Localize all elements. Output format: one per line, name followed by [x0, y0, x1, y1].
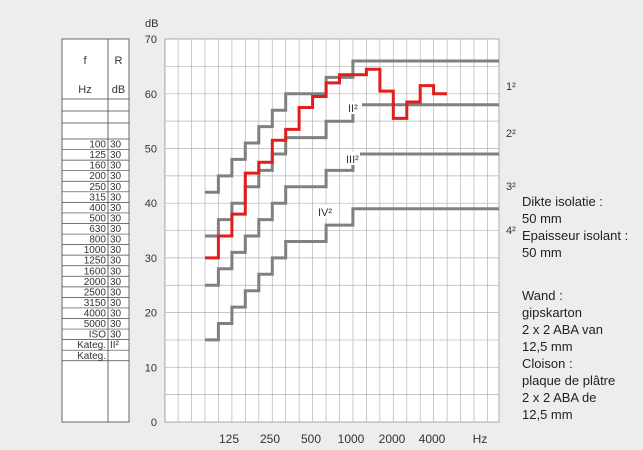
table-cell-frequency: 4000: [84, 309, 107, 320]
table-cell-frequency: 1000: [84, 245, 107, 256]
table-cell-r: 30: [110, 150, 122, 161]
table-cell-frequency: 2000: [84, 277, 107, 288]
x-tick-label: 4000: [419, 432, 446, 446]
table-cell-r: 30: [110, 235, 122, 246]
table-unit-hz: Hz: [78, 84, 91, 96]
table-cell-frequency: 1600: [84, 266, 107, 277]
x-tick-label: 250: [260, 432, 280, 446]
table-cell-frequency: 100: [89, 140, 106, 151]
reference-curve-4: [205, 207, 499, 342]
curve-labels: 1² II² 2² III² 3² IV² 4²: [316, 81, 516, 237]
x-tick-label: 125: [219, 432, 239, 446]
table-cell-frequency: 125: [89, 150, 106, 161]
table-cell-r: 30: [110, 319, 122, 330]
y-axis-unit: dB: [145, 18, 158, 30]
table-header-f: f: [83, 55, 87, 67]
x-axis: 125 250 500 1000 2000 4000 Hz: [219, 432, 487, 446]
table-cell-r: 30: [110, 245, 122, 256]
table-frame: [61, 38, 130, 423]
table-cell-frequency: 200: [89, 171, 106, 182]
table-cell-r: 30: [110, 171, 122, 182]
table-cell-r: 30: [110, 330, 122, 341]
curve-label-end: 4²: [506, 225, 516, 237]
y-tick-label: 60: [145, 89, 157, 101]
curve-label-inline: III²: [346, 154, 359, 166]
table-cell-frequency: 400: [89, 203, 106, 214]
table-cell-frequency: 315: [89, 192, 106, 203]
wall-construction-note: Wand : gipskarton 2 x 2 ABA van 12,5 mm …: [522, 288, 616, 422]
curve-label-end: 2²: [506, 128, 516, 140]
table-cell-r: 30: [110, 213, 122, 224]
table-cell-r: 30: [110, 224, 122, 235]
table-header-r: R: [115, 55, 123, 67]
curve-label-inline: IV²: [318, 207, 332, 219]
table-cell-frequency: ISO: [89, 330, 106, 341]
table-cell-frequency: Kateg.: [77, 351, 106, 362]
reference-curve-1: [205, 59, 499, 194]
table-cell-r: 30: [110, 298, 122, 309]
reference-curve-2: [205, 103, 499, 238]
table-cell-frequency: 1250: [84, 256, 107, 267]
frequency-table: f R Hz dB 100 30 125 30 160 30 200 30 250 30 315 30 400 3…: [61, 38, 130, 423]
y-tick-label: 50: [145, 144, 157, 156]
table-cell-r: 30: [110, 140, 122, 151]
table-cell-r: 30: [110, 192, 122, 203]
measured-curve-line: [205, 67, 448, 260]
table-cell-r: 30: [110, 309, 122, 320]
x-tick-label: 1000: [338, 432, 365, 446]
x-tick-label: 2000: [379, 432, 406, 446]
curve-label-bg: [316, 205, 332, 218]
curve-label-bg: [344, 152, 360, 165]
curve-label-bg: [346, 101, 362, 114]
y-tick-label: 0: [151, 417, 157, 429]
measured-curve: [205, 67, 448, 260]
curve-label-inline: II²: [348, 103, 358, 115]
insulation-thickness-note: Dikte isolatie : 50 mm Epaisseur isolant…: [522, 194, 629, 260]
table-cell-r: 30: [110, 161, 122, 172]
plot-area: [164, 38, 500, 423]
table-cell-frequency: 5000: [84, 319, 107, 330]
table-cell-r: 30: [110, 203, 122, 214]
table-cell-frequency: 800: [89, 235, 106, 246]
x-tick-label: 500: [301, 432, 321, 446]
table-cell-r: 30: [110, 287, 122, 298]
table-cell-frequency: 160: [89, 161, 106, 172]
table-cell-frequency: 250: [89, 182, 106, 193]
y-tick-label: 20: [145, 308, 157, 320]
table-cell-r: 30: [110, 182, 122, 193]
table-cell-r: II²: [110, 340, 120, 351]
x-tick-label: Hz: [473, 432, 488, 446]
table-cell-frequency: 2500: [84, 287, 107, 298]
y-tick-label: 70: [145, 34, 157, 46]
table-cell-r: 30: [110, 266, 122, 277]
reference-curve-3: [205, 152, 499, 287]
curve-label-end: 1²: [506, 81, 516, 93]
table-cell-frequency: 500: [89, 213, 106, 224]
table-cell-frequency: Kateg.: [77, 340, 106, 351]
table-unit-db: dB: [112, 84, 125, 96]
reference-curves: [205, 59, 499, 342]
y-tick-label: 30: [145, 253, 157, 265]
table-cell-r: 30: [110, 277, 122, 288]
table-cell-r: 30: [110, 256, 122, 267]
table-cell-frequency: 3150: [84, 298, 107, 309]
curve-label-end: 3²: [506, 181, 516, 193]
y-tick-label: 10: [145, 362, 157, 374]
table-cell-frequency: 630: [89, 224, 106, 235]
y-tick-label: 40: [145, 198, 157, 210]
